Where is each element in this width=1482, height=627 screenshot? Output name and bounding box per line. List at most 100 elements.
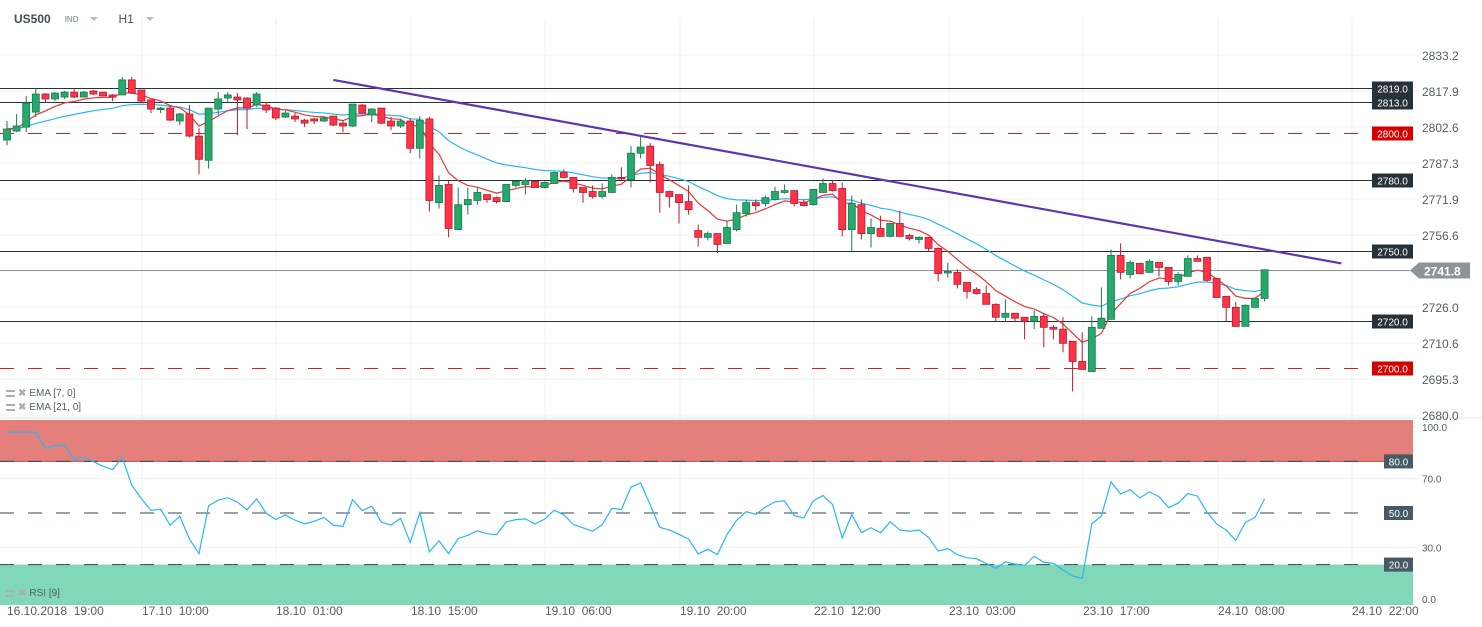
settings-icon[interactable] bbox=[6, 404, 15, 411]
candle-body bbox=[1231, 306, 1240, 327]
candle bbox=[1116, 243, 1125, 280]
price-axis-label: 2833.2 bbox=[1422, 49, 1459, 63]
candle bbox=[1241, 304, 1250, 327]
current-price-tag bbox=[1410, 262, 1470, 279]
candle-body bbox=[675, 194, 683, 203]
candle bbox=[1145, 259, 1154, 273]
candle-body bbox=[262, 104, 271, 111]
candle-body bbox=[1193, 258, 1202, 262]
candle bbox=[41, 93, 50, 103]
candle bbox=[867, 218, 875, 248]
candle bbox=[492, 196, 501, 204]
candle-body bbox=[79, 91, 88, 98]
candle bbox=[1164, 267, 1173, 286]
candle bbox=[828, 180, 837, 192]
settings-icon[interactable] bbox=[6, 390, 15, 397]
settings-icon[interactable] bbox=[6, 590, 15, 597]
candle bbox=[703, 231, 712, 241]
candle bbox=[607, 174, 616, 193]
candle bbox=[348, 103, 357, 128]
candle-body bbox=[1087, 326, 1096, 372]
candle bbox=[598, 183, 607, 199]
level-label-text: 2720.0 bbox=[1377, 318, 1408, 329]
candle-body bbox=[694, 230, 703, 238]
candle-body bbox=[415, 119, 424, 149]
candle-body bbox=[1203, 256, 1211, 281]
candle-body bbox=[175, 113, 184, 122]
candle bbox=[31, 89, 40, 118]
candle-body bbox=[1135, 263, 1144, 274]
candle bbox=[262, 101, 271, 114]
indicator-legend-rsi[interactable]: ✖ RSI [9] bbox=[6, 588, 60, 599]
candle-body bbox=[444, 184, 453, 229]
indicator-label: EMA [21, 0] bbox=[29, 402, 82, 413]
candle bbox=[847, 195, 856, 252]
candle bbox=[310, 117, 319, 125]
remove-icon[interactable]: ✖ bbox=[18, 388, 27, 399]
level-label-box bbox=[1372, 314, 1413, 329]
candle bbox=[12, 113, 21, 133]
candle bbox=[396, 118, 405, 129]
timeframe-selector[interactable]: H1 bbox=[118, 12, 134, 26]
candle-body bbox=[1222, 295, 1231, 308]
symbol-label[interactable]: US500 bbox=[14, 12, 51, 26]
candle bbox=[636, 136, 645, 159]
candle-body bbox=[934, 247, 943, 274]
candle-body bbox=[425, 118, 434, 201]
candle-body bbox=[99, 91, 107, 97]
candle bbox=[531, 180, 539, 188]
candle-body bbox=[790, 190, 799, 204]
candle bbox=[982, 285, 991, 305]
candle bbox=[243, 97, 251, 130]
candle bbox=[579, 187, 587, 203]
current-price-text: 2741.8 bbox=[1424, 265, 1461, 279]
candle-body bbox=[559, 172, 568, 178]
price-axis-label: 2817.9 bbox=[1422, 85, 1459, 99]
candle bbox=[521, 178, 530, 195]
indicator-legend-ema21[interactable]: ✖ EMA [21, 0] bbox=[6, 402, 81, 413]
candle-body bbox=[108, 94, 117, 98]
candle-body bbox=[847, 203, 856, 230]
candle bbox=[924, 236, 933, 252]
candle-body bbox=[281, 112, 290, 118]
candle bbox=[271, 106, 280, 121]
candle-body bbox=[1241, 304, 1250, 327]
level-label-text: 2813.0 bbox=[1377, 99, 1408, 110]
symbol-dropdown-icon[interactable] bbox=[90, 17, 99, 21]
candle-body bbox=[780, 190, 789, 193]
candle bbox=[406, 117, 415, 154]
candle bbox=[214, 92, 223, 115]
candle bbox=[415, 116, 424, 159]
level-label-box bbox=[1372, 95, 1413, 110]
candle-body bbox=[473, 192, 482, 201]
candle bbox=[51, 92, 59, 102]
candle-body bbox=[636, 146, 645, 154]
candle bbox=[99, 91, 107, 97]
candle bbox=[886, 222, 895, 238]
time-axis-label: 18.10 01:00 bbox=[276, 604, 343, 618]
candle bbox=[108, 94, 117, 102]
candle bbox=[1059, 317, 1067, 353]
candle bbox=[1001, 299, 1010, 322]
candle bbox=[435, 175, 443, 209]
candle-body bbox=[723, 227, 731, 244]
candle-body bbox=[598, 191, 607, 197]
remove-icon[interactable]: ✖ bbox=[18, 402, 27, 413]
timeframe-dropdown-icon[interactable] bbox=[145, 17, 154, 21]
candle-body bbox=[214, 98, 223, 110]
level-label-text: 2780.0 bbox=[1377, 177, 1408, 188]
candle-body bbox=[761, 197, 770, 204]
rsi-level-label-box bbox=[1384, 506, 1413, 520]
candle bbox=[22, 95, 31, 133]
candle-body bbox=[953, 271, 962, 285]
remove-icon[interactable]: ✖ bbox=[18, 588, 27, 599]
rsi-axis-label: 70.0 bbox=[1422, 475, 1442, 486]
price-axis-label: 2680.0 bbox=[1422, 409, 1459, 423]
candle bbox=[771, 186, 779, 201]
candle-body bbox=[51, 92, 59, 100]
candle bbox=[540, 181, 549, 189]
indicator-legend-ema7[interactable]: ✖ EMA [7, 0] bbox=[6, 388, 76, 399]
level-label-text: 2819.0 bbox=[1377, 85, 1408, 96]
candle-body bbox=[1260, 269, 1269, 299]
